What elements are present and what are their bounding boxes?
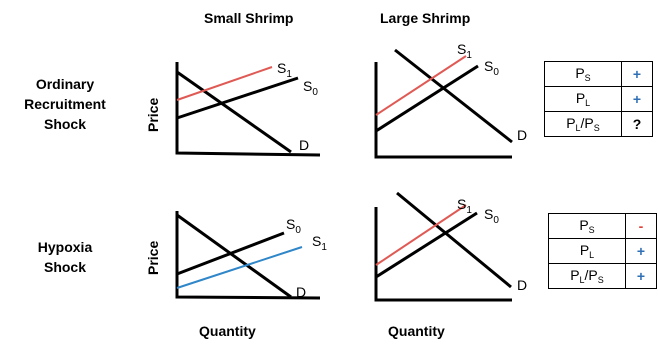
row-label-line: Shock (43, 116, 86, 132)
label-s1: S1 (457, 41, 472, 61)
column-title-small-shrimp: Small Shrimp (204, 10, 294, 26)
variable-pl-over-ps: PL/PS (544, 111, 622, 137)
effects-table-ordinary: PS + PL + PL/PS ? (544, 61, 653, 137)
label-s1: S1 (312, 233, 327, 253)
label-s1: S1 (457, 196, 472, 216)
supply-curve-s1 (375, 55, 467, 116)
row-label-line: Hypoxia (37, 239, 93, 255)
variable-ps: PS (544, 61, 622, 87)
variable-ps: PS (548, 213, 626, 239)
supply-curve-s1 (375, 204, 467, 266)
supply-curve-s0 (176, 76, 299, 120)
label-s0: S0 (484, 58, 499, 78)
row-label-ordinary-recruitment-shock: Ordinary Recruitment Shock (10, 74, 120, 134)
effect-sign: + (621, 86, 653, 112)
label-d: D (296, 284, 306, 300)
table-row: PS - (548, 213, 657, 239)
table-row: PL + (548, 238, 657, 264)
demand-curve (176, 213, 292, 299)
table-row: PL + (544, 86, 653, 112)
row-label-line: Recruitment (24, 96, 106, 112)
row-label-line: Shock (43, 259, 86, 275)
panel-ordinary-small: S1 S0 D Price (145, 60, 321, 157)
label-s0: S0 (484, 206, 499, 226)
supply-curve-s0 (176, 231, 285, 276)
label-s1: S1 (277, 60, 292, 80)
column-title-large-shrimp: Large Shrimp (380, 10, 471, 26)
demand-curve (394, 48, 513, 144)
axes (175, 211, 321, 300)
effects-table-hypoxia: PS - PL + PL/PS + (548, 213, 657, 289)
demand-curve (176, 70, 292, 154)
y-axis-label: Price (145, 98, 161, 132)
supply-curve-s1 (176, 66, 273, 101)
label-d: D (517, 277, 527, 293)
table-row: PL/PS + (548, 263, 657, 289)
table-row: PL/PS ? (544, 111, 653, 137)
effect-sign: + (625, 238, 657, 264)
axes (175, 62, 321, 157)
demand-curve (396, 191, 512, 289)
label-d: D (299, 137, 309, 153)
axes (374, 62, 512, 159)
table-row: PS + (544, 61, 653, 87)
x-axis-label-large: Quantity (388, 323, 445, 339)
label-s0: S0 (286, 216, 301, 236)
variable-pl-over-ps: PL/PS (548, 263, 626, 289)
x-axis-label-small: Quantity (199, 323, 256, 339)
effect-sign: + (621, 61, 653, 87)
supply-curve-s0 (375, 211, 478, 279)
label-s0: S0 (303, 78, 318, 98)
effect-sign: - (625, 213, 657, 239)
panel-hypoxia-large: S1 S0 D (374, 191, 527, 302)
variable-pl: PL (544, 86, 622, 112)
y-axis-label: Price (145, 241, 161, 275)
supply-curve-s1 (176, 246, 303, 289)
axes (374, 207, 512, 302)
effect-sign: + (625, 263, 657, 289)
supply-curve-s0 (375, 64, 479, 133)
effect-sign: ? (621, 111, 653, 137)
variable-pl: PL (548, 238, 626, 264)
panel-ordinary-large: S1 S0 D (374, 41, 527, 159)
row-label-hypoxia-shock: Hypoxia Shock (10, 237, 120, 277)
row-label-line: Ordinary (35, 76, 95, 92)
panel-hypoxia-small: S0 S1 D Price (145, 211, 327, 300)
label-d: D (517, 127, 527, 143)
